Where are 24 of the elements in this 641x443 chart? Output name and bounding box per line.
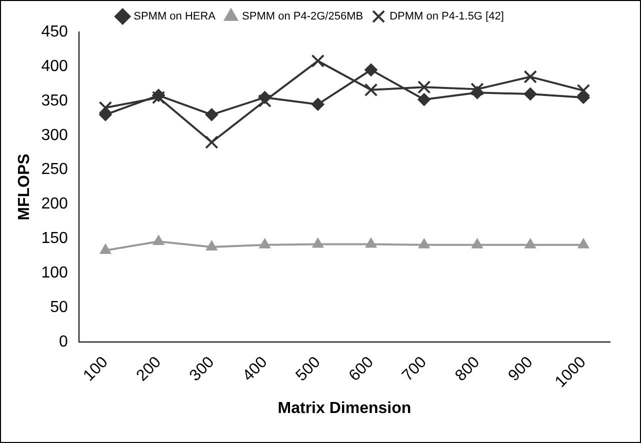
x-tick-label: 800 — [452, 354, 484, 385]
x-tick-label: 200 — [134, 354, 165, 385]
y-tick-label: 250 — [41, 161, 68, 178]
y-tick-label: 200 — [41, 196, 68, 213]
x-tick-label: 600 — [346, 354, 378, 385]
x-tick-label: 300 — [186, 354, 218, 385]
x-tick-label: 100 — [80, 354, 112, 385]
y-tick-label: 300 — [41, 126, 68, 144]
y-tick-label: 0 — [58, 333, 68, 350]
x-axis-title: Matrix Dimension — [278, 400, 412, 417]
x-tick-label: 400 — [240, 354, 271, 385]
x-tick-label: 500 — [292, 354, 324, 385]
y-tick-label: 350 — [41, 92, 68, 110]
legend-label: SPMM on HERA — [134, 10, 216, 23]
x-tick-label: 700 — [399, 354, 430, 385]
y-tick-label: 150 — [41, 230, 68, 248]
legend-label: SPMM on P4-2G/256MB — [242, 10, 364, 23]
y-tick-label: 100 — [41, 264, 68, 282]
y-tick-label: 450 — [41, 23, 68, 40]
legend-label: DPMM on P4-1.5G [42] — [390, 10, 504, 23]
y-tick-label: 400 — [41, 58, 68, 75]
x-tick-label: 900 — [505, 354, 536, 385]
y-axis-title: MFLOPS — [16, 153, 34, 220]
y-tick-label: 50 — [50, 299, 68, 316]
